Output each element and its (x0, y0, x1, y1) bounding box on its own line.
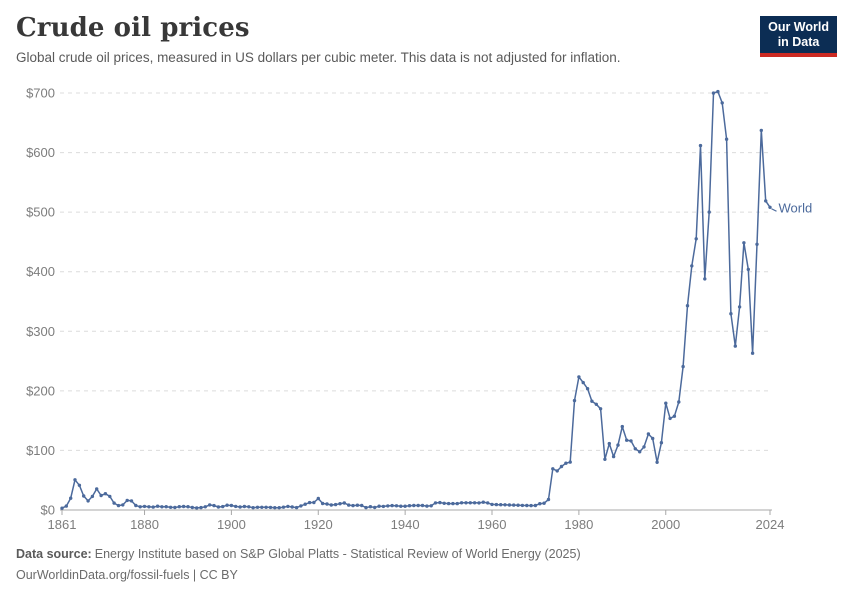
x-tick-label: 2000 (651, 517, 680, 532)
page-title: Crude oil prices (16, 13, 250, 43)
y-tick-label: $100 (26, 443, 55, 458)
y-tick-label: $500 (26, 205, 55, 220)
x-tick-label: 1880 (130, 517, 159, 532)
chart-footer: Data source: Energy Institute based on S&… (16, 544, 581, 585)
x-tick-label: 1920 (304, 517, 333, 532)
y-tick-label: $400 (26, 264, 55, 279)
data-source-line: Data source: Energy Institute based on S&… (16, 544, 581, 565)
y-tick-label: $600 (26, 145, 55, 160)
x-tick-label: 1940 (391, 517, 420, 532)
y-tick-label: $0 (41, 503, 55, 518)
owid-logo-line1: Our World (768, 20, 829, 34)
data-source-text: Energy Institute based on S&P Global Pla… (94, 547, 581, 561)
y-tick-label: $200 (26, 383, 55, 398)
series-points (60, 89, 772, 510)
series-label-connector (771, 208, 777, 212)
line-chart-svg: $0 $100 $200 $300 $400 $500 $600 $700 1861 1880 19… (26, 86, 813, 533)
series-end-label: World (779, 200, 813, 215)
chart-header: Crude oil prices Global crude oil prices… (0, 0, 850, 65)
x-tick-label: 1960 (478, 517, 507, 532)
data-source-label: Data source: (16, 547, 92, 561)
line-chart: $0 $100 $200 $300 $400 $500 $600 $700 1861 1880 19… (0, 80, 850, 545)
owid-logo-line2: in Data (777, 35, 820, 49)
y-tick-label: $300 (26, 324, 55, 339)
page-subtitle: Global crude oil prices, measured in US … (16, 50, 621, 65)
x-tick-label: 1980 (564, 517, 593, 532)
x-tick-label: 2024 (756, 517, 785, 532)
license-line[interactable]: OurWorldinData.org/fossil-fuels | CC BY (16, 567, 238, 582)
owid-logo: Our World in Data (760, 16, 837, 57)
gridlines: $0 $100 $200 $300 $400 $500 $600 $700 (26, 86, 772, 518)
x-tick-label: 1861 (48, 517, 77, 532)
series-line-world (61, 90, 771, 509)
x-tick-label: 1900 (217, 517, 246, 532)
y-tick-label: $700 (26, 86, 55, 101)
x-axis: 1861 1880 1900 1920 1940 1960 1980 2000 2024 (48, 510, 785, 532)
